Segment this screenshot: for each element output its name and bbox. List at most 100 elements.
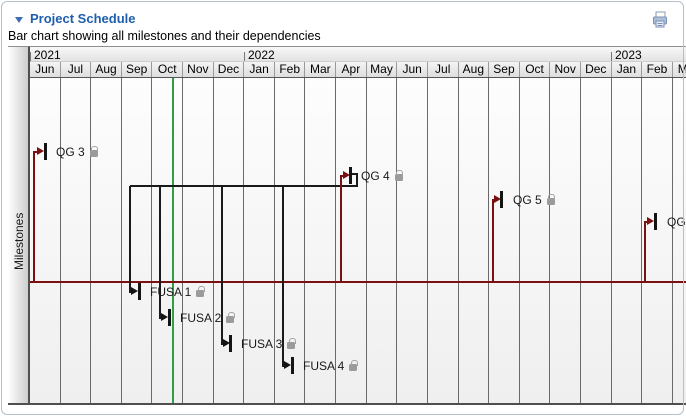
month-cell: Jun: [397, 62, 428, 77]
milestone-label[interactable]: FUSA 3: [241, 337, 283, 351]
grid-cell: [550, 78, 581, 404]
month-cell: Aug: [91, 62, 122, 77]
grid-cell: [91, 78, 122, 404]
milestone-marker-qg3[interactable]: [44, 143, 47, 160]
milestone-connector: [33, 151, 39, 153]
milestone-marker-qg6[interactable]: [654, 213, 657, 230]
milestone-fusa4[interactable]: FUSA 4: [303, 359, 359, 373]
milestone-label[interactable]: QG 4: [361, 169, 390, 183]
dependency-line: [130, 185, 358, 187]
timeline-months-row: Jun Jul Aug Sep Oct Nov Dec Jan Feb Mar …: [30, 62, 686, 78]
row-label-milestones: Milestones: [12, 212, 26, 270]
grid-cell: [459, 78, 490, 404]
grid-cell: [214, 78, 245, 404]
milestone-marker-fusa1[interactable]: [138, 283, 141, 300]
dependency-line: [282, 186, 284, 366]
dependency-line: [351, 173, 357, 175]
milestone-label[interactable]: QG 6: [667, 215, 686, 229]
milestone-label[interactable]: FUSA 4: [303, 359, 345, 373]
month-cell: Apr: [336, 62, 367, 77]
grid-cell: [367, 78, 398, 404]
milestone-arrow: [37, 147, 44, 155]
grid-cell: [397, 78, 428, 404]
year-tick: [30, 52, 31, 61]
lock-icon: [226, 311, 236, 323]
milestone-arrow: [647, 217, 654, 225]
milestone-marker-qg4[interactable]: [349, 167, 352, 184]
month-cell: Oct: [520, 62, 551, 77]
milestone-fusa3[interactable]: FUSA 3: [241, 337, 297, 351]
milestone-connector: [492, 200, 494, 282]
milestone-label[interactable]: FUSA 2: [180, 311, 222, 325]
year-label-2022: 2022: [248, 48, 275, 62]
grid-cell: [520, 78, 551, 404]
collapse-triangle-icon[interactable]: [15, 17, 23, 23]
dependency-arrow: [284, 361, 291, 369]
milestone-marker-fusa4[interactable]: [291, 357, 294, 374]
dependency-line: [221, 186, 223, 344]
grid-cell: [275, 78, 306, 404]
row-header-strip: [8, 46, 30, 404]
chart-bottom-border: [8, 403, 686, 405]
month-cell: Feb: [642, 62, 673, 77]
dependency-line: [356, 173, 358, 186]
lock-icon: [349, 359, 359, 371]
grid-cell: [673, 78, 686, 404]
milestone-marker-fusa3[interactable]: [229, 335, 232, 352]
milestone-marker-fusa2[interactable]: [168, 309, 171, 326]
month-cell: Sep: [489, 62, 520, 77]
print-button[interactable]: [650, 10, 670, 30]
printer-icon: [653, 11, 667, 28]
milestone-fusa2[interactable]: FUSA 2: [180, 311, 236, 325]
month-cell: Dec: [214, 62, 245, 77]
dependency-line: [129, 186, 131, 292]
grid-cell: [642, 78, 673, 404]
milestone-label[interactable]: QG 3: [56, 145, 85, 159]
year-tick: [244, 52, 245, 61]
grid-cell: [183, 78, 214, 404]
month-cell: Oct: [152, 62, 184, 77]
month-cell: Nov: [550, 62, 581, 77]
timeline-years-row: 2021 2022 2023: [30, 46, 686, 62]
panel-header[interactable]: Project Schedule: [2, 2, 682, 30]
month-cell: Dec: [581, 62, 612, 77]
dependency-arrow: [223, 339, 230, 347]
month-cell: Jan: [244, 62, 275, 77]
grid-cell: [122, 78, 153, 404]
month-cell: Jul: [428, 62, 459, 77]
milestone-arrow: [343, 171, 350, 179]
milestone-qg4[interactable]: QG 4: [361, 169, 404, 183]
lock-icon: [546, 193, 556, 205]
grid-cell: [581, 78, 612, 404]
lock-icon: [196, 285, 206, 297]
panel-title[interactable]: Project Schedule: [30, 11, 136, 26]
lock-icon: [89, 145, 99, 157]
milestone-connector: [340, 176, 342, 282]
milestone-label[interactable]: FUSA 1: [150, 285, 192, 299]
today-line: [172, 78, 174, 403]
year-tick: [611, 52, 612, 61]
milestone-qg6[interactable]: QG 6: [667, 215, 686, 229]
grid-cell: [244, 78, 275, 404]
month-cell: Jun: [30, 62, 61, 77]
milestone-fusa1[interactable]: FUSA 1: [150, 285, 206, 299]
grid-cell: [152, 78, 184, 404]
grid-cell: [305, 78, 337, 404]
milestone-qg5[interactable]: QG 5: [513, 193, 556, 207]
chart-area: [30, 78, 686, 404]
month-cell: Jan: [612, 62, 643, 77]
month-cell: Jul: [61, 62, 92, 77]
month-cell: Aug: [459, 62, 490, 77]
grid-cell: [30, 78, 61, 404]
grid-cell: [489, 78, 520, 404]
year-label-2021: 2021: [34, 48, 61, 62]
milestone-label[interactable]: QG 5: [513, 193, 542, 207]
milestone-connector: [33, 152, 35, 282]
month-cell: Mar: [305, 62, 337, 77]
month-cell: Mar: [677, 62, 686, 76]
month-cell: Feb: [275, 62, 306, 77]
milestone-marker-qg5[interactable]: [500, 191, 503, 208]
grid-cell: [612, 78, 643, 404]
milestone-qg3[interactable]: QG 3: [56, 145, 99, 159]
